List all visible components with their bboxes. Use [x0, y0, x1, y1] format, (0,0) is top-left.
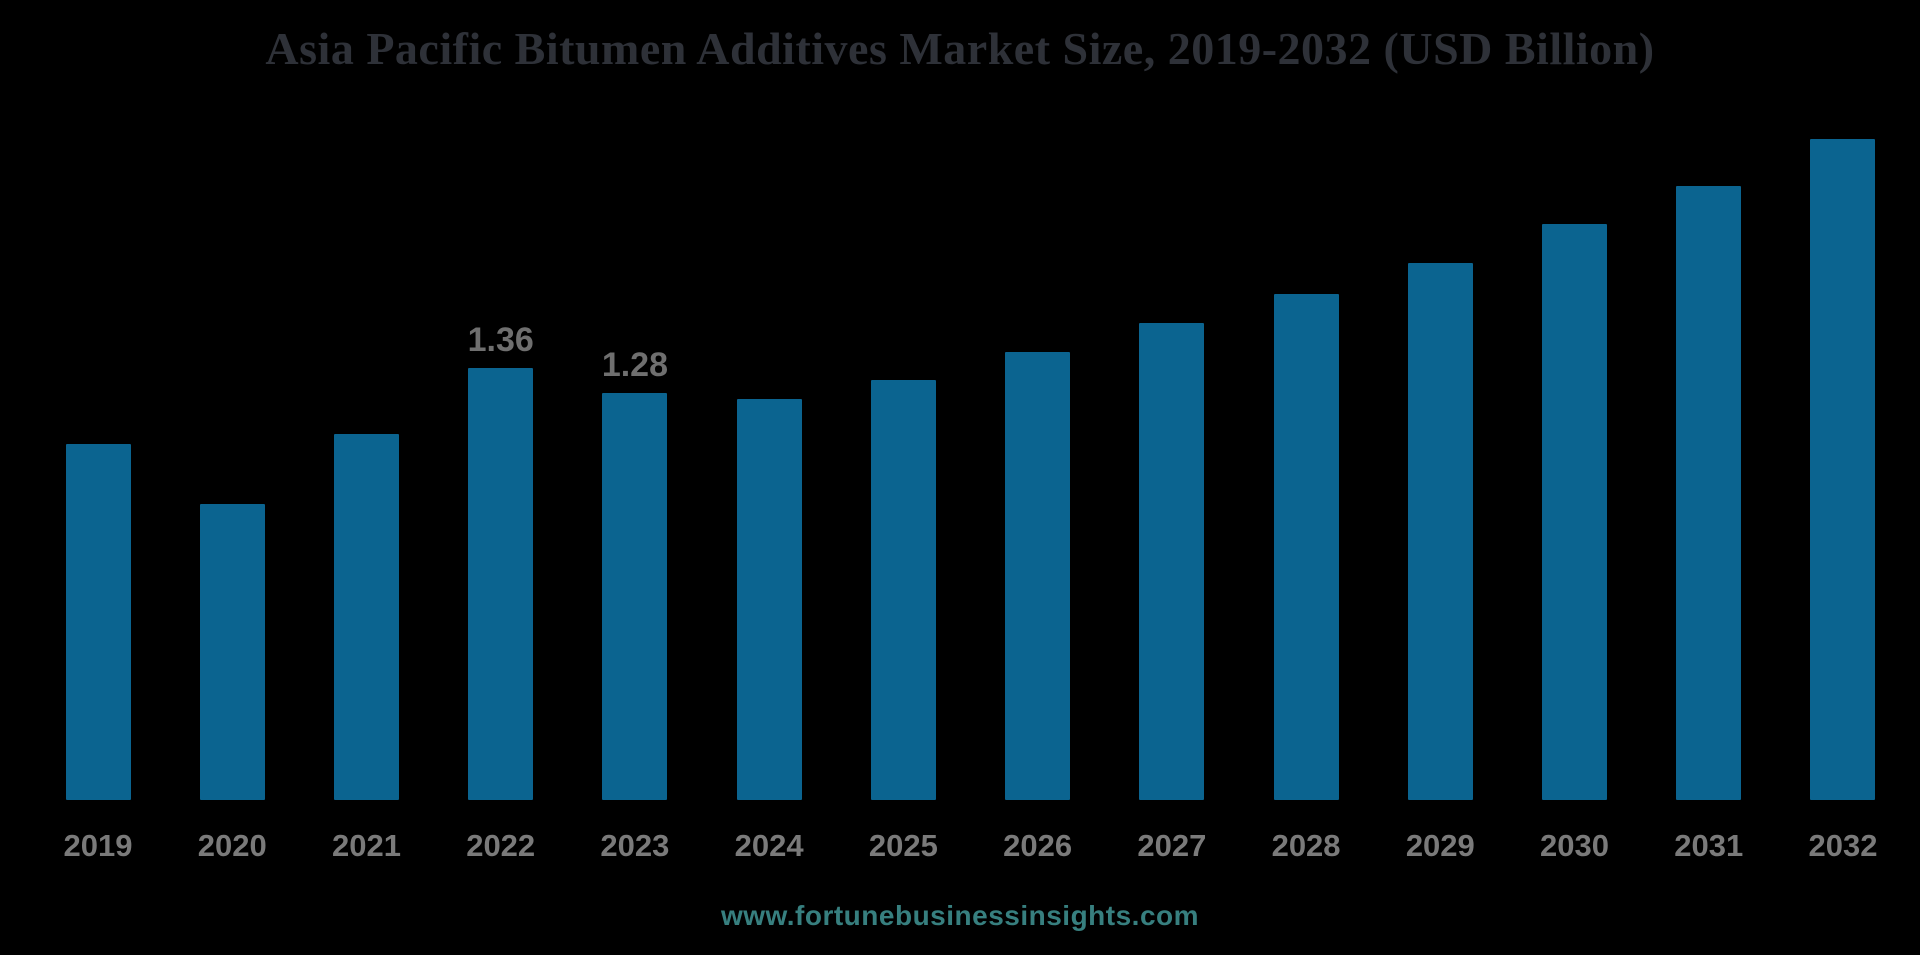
x-axis-label-2030: 2030: [1540, 828, 1609, 863]
x-axis-label-2026: 2026: [1003, 828, 1073, 863]
bar-2031: [1676, 186, 1742, 800]
x-axis-label-2027: 2027: [1137, 828, 1207, 863]
bar-2024: [736, 399, 802, 800]
x-axis-label-2028: 2028: [1271, 828, 1341, 863]
bar-2026: [1005, 352, 1071, 800]
bar-2020: [199, 504, 265, 800]
x-axis-label-2021: 2021: [331, 828, 401, 863]
bar-2032: [1810, 139, 1876, 800]
x-axis-label-2032: 2032: [1808, 828, 1878, 863]
x-axis-label-2029: 2029: [1405, 828, 1475, 863]
watermark: www.fortunebusinessinsights.com: [720, 900, 1200, 931]
x-axis-label-2025: 2025: [868, 828, 938, 863]
bar-2028: [1273, 294, 1339, 800]
x-axis-label-2023: 2023: [600, 828, 670, 863]
bar-2021: [333, 434, 399, 800]
chart-title: Asia Pacific Bitumen Additives Market Si…: [265, 23, 1655, 74]
bar-2027: [1139, 323, 1205, 800]
bar-2019: [65, 444, 131, 800]
x-axis-label-2024: 2024: [734, 828, 804, 863]
x-axis-label-2031: 2031: [1674, 828, 1744, 863]
bar-2023: [602, 393, 668, 800]
bar-2029: [1407, 263, 1473, 800]
bar-2025: [870, 380, 936, 800]
bar-2022: [468, 368, 534, 800]
x-axis-label-2022: 2022: [466, 828, 536, 863]
bar-value-label-2023: 1.28: [601, 346, 668, 384]
x-axis-label-2020: 2020: [197, 828, 267, 863]
bar-2030: [1542, 224, 1608, 800]
bar-value-label-2022: 1.36: [467, 321, 534, 359]
x-axis-label-2019: 2019: [63, 828, 133, 863]
